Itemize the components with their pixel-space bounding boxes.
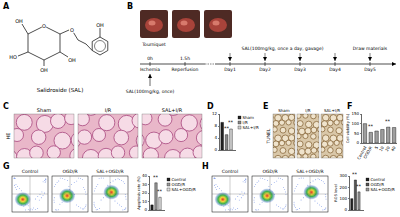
svg-text:B: B: [127, 2, 133, 11]
svg-text:Control: Control: [171, 176, 186, 182]
svg-text:**: **: [153, 174, 159, 180]
svg-text:SAL+OGD/R: SAL+OGD/R: [296, 169, 323, 174]
svg-text:30: 30: [142, 182, 148, 187]
svg-text:G: G: [3, 162, 10, 171]
svg-text:O: O: [42, 23, 46, 29]
svg-text:Cell viability (%): Cell viability (%): [346, 113, 350, 143]
svg-text:ROS level: ROS level: [334, 184, 338, 201]
svg-text:A: A: [3, 2, 10, 11]
svg-text:**: **: [352, 171, 358, 177]
svg-text:Sham: Sham: [37, 107, 51, 113]
svg-text:150: 150: [351, 111, 359, 116]
svg-text:40: 40: [142, 173, 148, 178]
svg-text:0: 0: [345, 207, 348, 212]
svg-text:0: 0: [145, 207, 148, 212]
svg-text:Control: Control: [370, 176, 385, 182]
svg-text:OGD/R: OGD/R: [362, 145, 373, 159]
svg-text:40: 40: [390, 145, 397, 152]
svg-text:20: 20: [142, 190, 148, 195]
svg-text:300: 300: [339, 173, 347, 178]
svg-text:1.5h: 1.5h: [180, 56, 190, 61]
svg-text:20: 20: [384, 145, 391, 152]
svg-text:**: **: [224, 125, 230, 131]
svg-text:Day5: Day5: [364, 67, 376, 72]
svg-text:100: 100: [339, 196, 347, 201]
svg-text:4: 4: [215, 135, 218, 140]
svg-text:Control: Control: [356, 145, 368, 160]
svg-text:SAL(100mg/kg, once): SAL(100mg/kg, once): [126, 89, 175, 94]
svg-text:Day4: Day4: [329, 67, 341, 72]
svg-text:SAL+OGD/R: SAL+OGD/R: [172, 187, 197, 192]
svg-text:Ischemia: Ischemia: [140, 67, 160, 72]
svg-text:**: **: [157, 188, 163, 194]
svg-text:OGD/R: OGD/R: [370, 181, 384, 187]
svg-text:**: **: [385, 118, 391, 124]
svg-text:OH: OH: [40, 67, 48, 73]
svg-text:Draw materials: Draw materials: [353, 46, 388, 51]
svg-text:OH: OH: [68, 57, 76, 63]
svg-text:8: 8: [215, 123, 218, 128]
svg-text:0: 0: [215, 147, 218, 152]
svg-text:Apoptosis rate (%): Apoptosis rate (%): [137, 176, 141, 210]
svg-text:Day1: Day1: [224, 67, 236, 72]
svg-text:SAL+OGD/R: SAL+OGD/R: [371, 187, 396, 192]
svg-text:D: D: [207, 102, 214, 111]
svg-text:Sham: Sham: [278, 108, 290, 113]
svg-text:SAL+I/R: SAL+I/R: [243, 125, 259, 130]
svg-text:SAL+OGD/R: SAL+OGD/R: [96, 169, 123, 174]
svg-text:HO: HO: [9, 54, 17, 60]
svg-text:Salidroside (SAL): Salidroside (SAL): [37, 87, 84, 93]
svg-text:12: 12: [212, 111, 218, 116]
svg-text:**: **: [356, 183, 362, 189]
svg-text:200: 200: [339, 185, 347, 190]
svg-text:O: O: [70, 27, 74, 33]
svg-text:**: **: [368, 123, 374, 129]
svg-text:I/R: I/R: [242, 119, 248, 125]
svg-text:E: E: [263, 102, 268, 111]
svg-text:F: F: [347, 102, 352, 111]
svg-text:Day2: Day2: [259, 67, 271, 72]
svg-text:OH: OH: [96, 22, 104, 28]
svg-text:5: 5: [374, 145, 380, 150]
svg-text:10: 10: [378, 145, 385, 152]
svg-text:OGD/R: OGD/R: [262, 169, 277, 174]
svg-text:I/R: I/R: [305, 108, 311, 113]
svg-text:Control: Control: [222, 169, 238, 174]
svg-text:10: 10: [142, 199, 148, 204]
svg-text:0: 0: [357, 140, 360, 145]
svg-text:Control: Control: [22, 169, 38, 174]
svg-text:Tourniquet: Tourniquet: [141, 42, 166, 47]
svg-text:H: H: [202, 162, 209, 171]
svg-text:Day3: Day3: [294, 67, 306, 72]
svg-text:SAL+I/R: SAL+I/R: [324, 108, 340, 113]
svg-text:OGD/R: OGD/R: [62, 169, 77, 174]
svg-text:OH: OH: [15, 18, 23, 24]
svg-text:SAL(100mg/kg, once a day, gava: SAL(100mg/kg, once a day, gavage): [242, 46, 324, 51]
svg-text:50: 50: [354, 131, 360, 136]
svg-text:Sham: Sham: [242, 114, 254, 120]
svg-text:OGD/R: OGD/R: [171, 181, 185, 187]
svg-text:**: **: [228, 119, 234, 125]
svg-text:HE: HE: [5, 133, 11, 140]
svg-text:SAL+I/R: SAL+I/R: [162, 107, 183, 113]
svg-text:0h: 0h: [147, 56, 153, 61]
svg-text:Reperfusion: Reperfusion: [172, 67, 199, 72]
svg-text:100: 100: [351, 121, 359, 126]
svg-text:I/R: I/R: [105, 107, 112, 113]
svg-text:C: C: [3, 102, 9, 111]
svg-text:TUNEL: TUNEL: [266, 128, 271, 144]
